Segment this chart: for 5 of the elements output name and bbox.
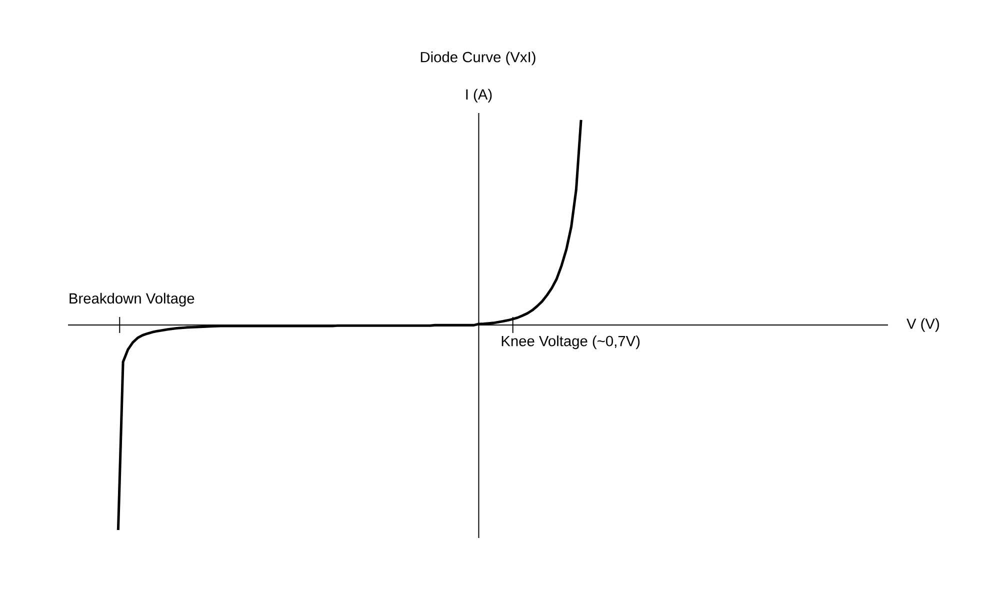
text: V (V) [906,318,939,332]
y-axis-title: I (A) [466,88,492,103]
chart-title: Diode Curve (VxI) [420,52,536,66]
annotation: Breakdown Voltage [70,292,194,306]
annotation: Knee Voltage (~0,7V) [502,335,640,350]
